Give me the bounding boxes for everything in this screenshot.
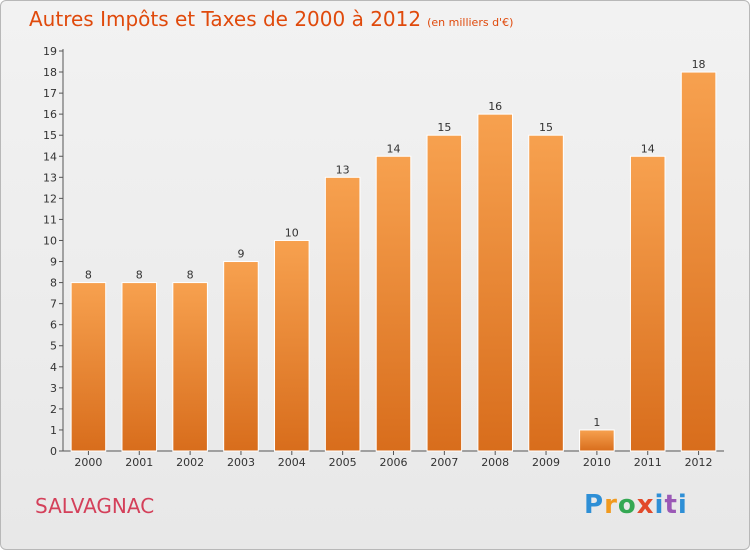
x-tick-label: 2005 (329, 456, 357, 469)
y-tick-label: 2 (50, 403, 57, 416)
y-tick-label: 17 (43, 87, 57, 100)
x-tick-label: 2010 (583, 456, 611, 469)
bar (375, 155, 412, 452)
y-tick-label: 12 (43, 192, 57, 205)
bar-value-label: 16 (488, 100, 502, 113)
y-tick-label: 11 (43, 213, 57, 226)
bar (324, 176, 361, 452)
y-tick-label: 19 (43, 45, 57, 58)
bar-value-label: 1 (593, 416, 600, 429)
x-tick-label: 2000 (74, 456, 102, 469)
bar (528, 134, 564, 452)
y-tick-label: 14 (43, 150, 57, 163)
y-tick-label: 15 (43, 129, 57, 142)
bar-value-label: 9 (237, 248, 244, 261)
y-tick-label: 1 (50, 424, 57, 437)
y-tick-label: 8 (50, 277, 57, 290)
y-tick-label: 18 (43, 66, 57, 79)
bar-value-label: 8 (187, 269, 194, 282)
bar (579, 429, 615, 452)
x-tick-label: 2004 (278, 456, 306, 469)
x-tick-label: 2002 (176, 456, 204, 469)
bar (680, 71, 717, 452)
bar (477, 113, 513, 452)
x-tick-label: 2001 (125, 456, 153, 469)
bar-value-label: 13 (336, 163, 350, 176)
bar-value-label: 14 (387, 142, 401, 155)
y-tick-label: 5 (50, 340, 57, 353)
x-tick-label: 2007 (430, 456, 458, 469)
x-tick-label: 2006 (380, 456, 408, 469)
x-tick-label: 2011 (634, 456, 662, 469)
bar (70, 282, 107, 452)
y-tick-label: 9 (50, 256, 57, 269)
bar-value-label: 15 (539, 121, 553, 134)
bar-value-label: 18 (692, 58, 706, 71)
y-tick-label: 7 (50, 298, 57, 311)
y-tick-label: 6 (50, 319, 57, 332)
x-tick-label: 2012 (685, 456, 713, 469)
chart-title-text: Autres Impôts et Taxes de 2000 à 2012 (29, 7, 422, 31)
bar (629, 155, 666, 452)
bar (426, 134, 463, 452)
bar-value-label: 8 (85, 269, 92, 282)
proxiti-logo: Proxiti (584, 490, 688, 520)
bar (274, 239, 310, 452)
chart-title: Autres Impôts et Taxes de 2000 à 2012 (en… (29, 7, 513, 31)
bar-value-label: 10 (285, 226, 299, 239)
bar-value-label: 8 (136, 269, 143, 282)
x-tick-label: 2009 (532, 456, 560, 469)
y-tick-label: 10 (43, 234, 57, 247)
bar-value-label: 14 (641, 142, 655, 155)
bar-value-label: 15 (437, 121, 451, 134)
y-tick-label: 3 (50, 382, 57, 395)
bar (172, 282, 208, 452)
y-tick-label: 4 (50, 361, 57, 374)
bar (223, 261, 259, 452)
chart-unit: (en milliers d'€) (427, 16, 514, 29)
commune-name: SALVAGNAC (35, 494, 155, 518)
bar (121, 282, 158, 452)
y-tick-label: 0 (50, 445, 57, 458)
x-tick-label: 2003 (227, 456, 255, 469)
x-tick-label: 2008 (481, 456, 509, 469)
y-tick-label: 13 (43, 171, 57, 184)
y-tick-label: 16 (43, 108, 57, 121)
